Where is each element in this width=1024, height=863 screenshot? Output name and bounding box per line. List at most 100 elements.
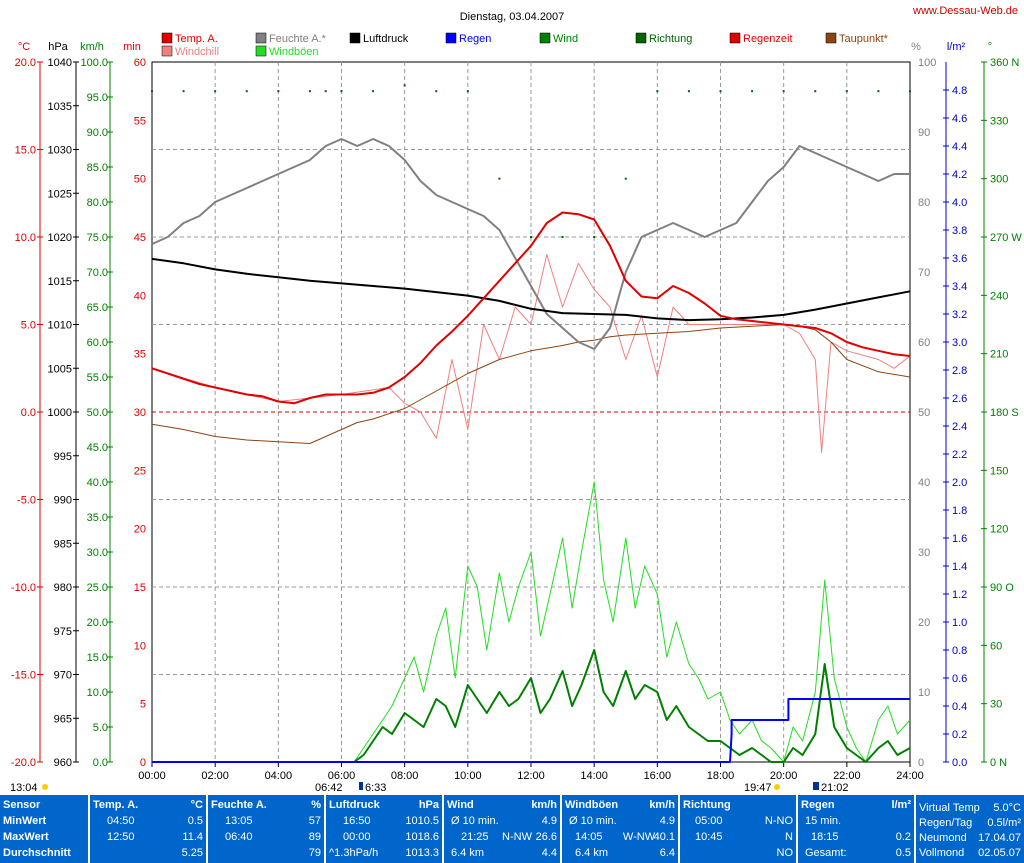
time-tick-2: 04:00: [265, 770, 293, 782]
direction-point-8: [372, 90, 375, 93]
wind-tick-18: 10.0: [87, 687, 108, 699]
moonrise-icon: [42, 784, 48, 790]
weather-chart: Dienstag, 03.04.2007 www.Dessau-Web.de Tem…: [10, 5, 1022, 794]
wind-tick-19: 5.0: [93, 722, 108, 734]
richtung-header: Richtung: [683, 799, 731, 811]
humidity-tick-7: 30: [918, 547, 930, 559]
direction-point-12: [498, 177, 501, 180]
feuchte-unit: %: [311, 799, 321, 811]
misc-value-3: 02.05.07: [978, 847, 1021, 859]
humidity-unit-label: %: [911, 41, 921, 53]
wind-tick-5: 75.0: [87, 232, 108, 244]
legend-label-9: Taupunkt*: [839, 33, 889, 45]
humidity-tick-0: 100: [918, 57, 936, 69]
regen-total-value: 0.5: [895, 847, 911, 859]
pressure-tick-0: 1040: [48, 57, 72, 69]
luftdruck-avg-value: 1013.3: [405, 847, 439, 859]
pressure-tick-13: 975: [54, 626, 72, 638]
rain-tick-22: 0.4: [952, 701, 967, 713]
humidity-tick-8: 20: [918, 617, 930, 629]
pressure-tick-12: 980: [54, 582, 72, 594]
humidity-tick-6: 40: [918, 477, 930, 489]
chart-title: Dienstag, 03.04.2007: [460, 11, 565, 23]
direction-point-9: [403, 84, 406, 87]
wind-tick-2: 90.0: [87, 127, 108, 139]
time-tick-6: 12:00: [517, 770, 545, 782]
windboeen-row1-label: Ø 10 min.: [569, 815, 617, 827]
legend-label-5: Regen: [459, 33, 491, 45]
wind-tick-0: 100.0: [80, 57, 108, 69]
row-label-avg: Durchschnitt: [3, 847, 71, 859]
direction-point-23: [845, 90, 848, 93]
wind-tick-6: 70.0: [87, 267, 108, 279]
direction-tick-2: 300: [990, 174, 1008, 186]
direction-point-15: [593, 236, 596, 238]
time-tick-8: 16:00: [644, 770, 672, 782]
humidity-line: [151, 138, 910, 350]
misc-label-1: Regen/Tag: [919, 817, 973, 829]
direction-tick-3: 270 W: [990, 232, 1022, 244]
stats-windboeen: Windböen km/h Ø 10 min. 4.9 14:05 W-NW 40.1 …: [560, 795, 678, 863]
min-unit-label: min: [123, 41, 141, 53]
time-tick-7: 14:00: [580, 770, 608, 782]
misc-value-0: 5.0°C: [993, 802, 1021, 814]
legend-label-8: Regenzeit: [743, 33, 793, 45]
luftdruck-max-time: 00:00: [343, 831, 371, 843]
legend-label-2: Feuchte A.*: [269, 33, 327, 45]
temp-unit: °C: [190, 799, 203, 811]
wind-unit: km/h: [531, 799, 557, 811]
temp-max-value: 11.4: [182, 831, 203, 843]
windboeen-max-value: 40.1: [653, 831, 675, 843]
min-tick-12: 0: [140, 757, 146, 769]
legend-label-6: Wind: [553, 33, 578, 45]
min-tick-2: 50: [134, 174, 146, 186]
direction-point-5: [308, 90, 311, 93]
rain-tick-0: 4.8: [952, 85, 967, 97]
wind-tick-7: 65.0: [87, 302, 108, 314]
stats-temp: Temp. A. °C 04:50 0.5 12:50 11.4 5.25: [88, 795, 206, 863]
luftdruck-max-value: 1018.6: [405, 831, 439, 843]
misc-label-2: Neumond: [919, 832, 967, 844]
wind-tick-8: 60.0: [87, 337, 108, 349]
rain-tick-10: 2.8: [952, 365, 967, 377]
luftdruck-trend: ^1.3hPa/h: [329, 847, 379, 859]
wind-distance: 6.4 km: [451, 847, 485, 859]
direction-point-13: [530, 236, 532, 238]
stats-panel: Sensor MinWert MaxWert Durchschnitt Temp…: [0, 795, 1024, 863]
direction-tick-0: 360 N: [990, 57, 1019, 69]
rain-tick-12: 2.4: [952, 421, 967, 433]
humidity-tick-1: 90: [918, 127, 930, 139]
legend-swatch-2: [255, 32, 267, 44]
legend-label-3: Windböen: [269, 46, 319, 58]
feuchte-header: Feuchte A.: [211, 799, 267, 811]
legend-label-7: Richtung: [649, 33, 692, 45]
pressure-tick-2: 1030: [48, 145, 72, 157]
direction-point-7: [340, 90, 343, 93]
legend-swatch-6: [539, 32, 551, 44]
direction-point-0: [151, 90, 153, 93]
temp-tick-7: -15.0: [11, 670, 36, 682]
rain-tick-9: 3.0: [952, 337, 967, 349]
wind-tick-15: 25.0: [87, 582, 108, 594]
temp-tick-1: 15.0: [15, 145, 36, 157]
wind-tick-17: 15.0: [87, 652, 108, 664]
min-tick-11: 5: [140, 699, 146, 711]
legend-swatch-9: [825, 32, 837, 44]
stats-sensor: Sensor MinWert MaxWert Durchschnitt: [0, 795, 88, 863]
pressure-tick-9: 995: [54, 451, 72, 463]
direction-point-21: [782, 90, 785, 93]
direction-point-22: [814, 90, 817, 93]
min-tick-10: 10: [134, 640, 146, 652]
direction-point-10: [435, 90, 438, 93]
wind-tick-11: 45.0: [87, 442, 108, 454]
wind-row1-value: 4.9: [541, 815, 557, 827]
min-tick-9: 15: [134, 582, 146, 594]
pressure-tick-8: 1000: [48, 407, 72, 419]
stats-feuchte: Feuchte A.% 13:05 57 06:40 89 79: [206, 795, 324, 863]
humidity-tick-2: 80: [918, 197, 930, 209]
wind-tick-16: 20.0: [87, 617, 108, 629]
wind-max-dir: N-NW: [502, 831, 532, 843]
rain-tick-21: 0.6: [952, 673, 967, 685]
legend-swatch-1: [161, 45, 173, 57]
rain-tick-24: 0.0: [952, 757, 967, 769]
